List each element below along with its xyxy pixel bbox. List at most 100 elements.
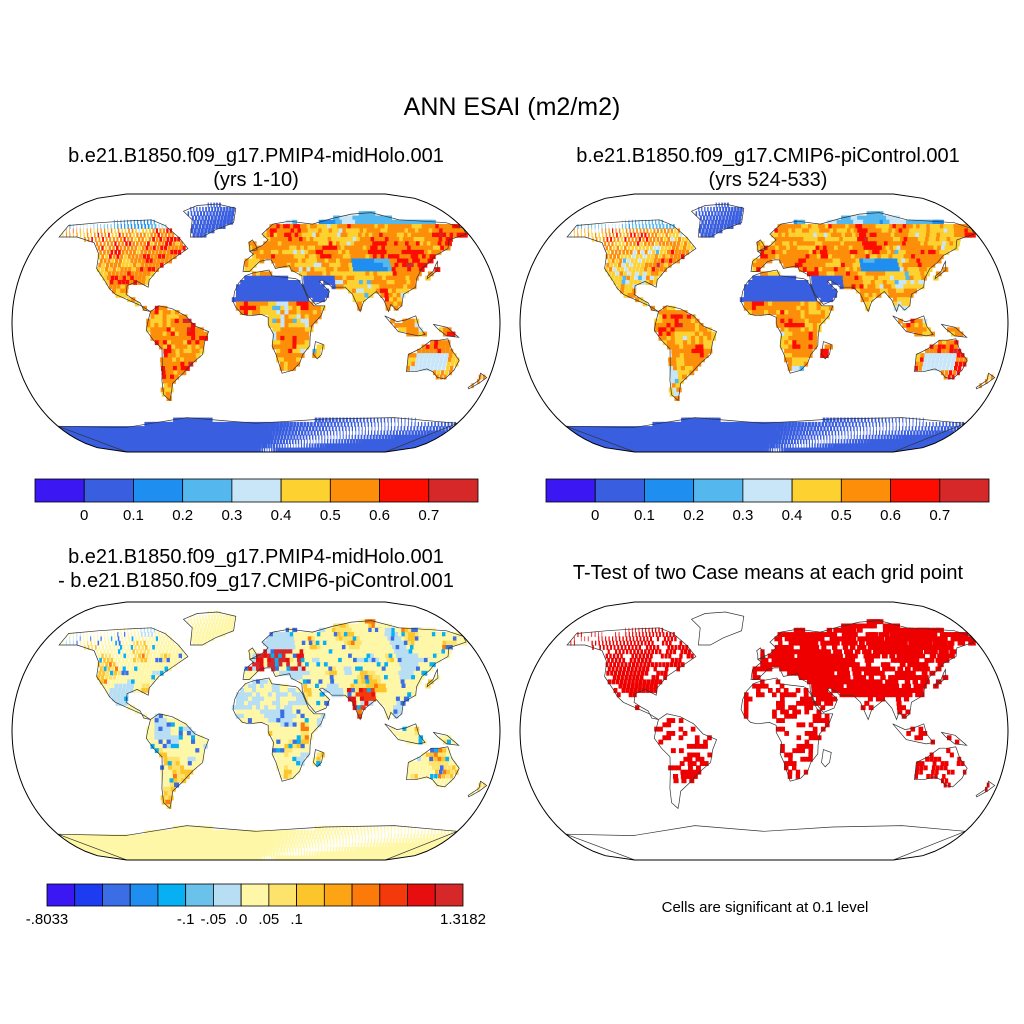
grid-cell <box>841 430 843 436</box>
grid-cell <box>843 417 846 423</box>
grid-cell <box>837 262 843 268</box>
grid-cell <box>444 353 449 358</box>
grid-cell <box>327 434 329 440</box>
grid-cell <box>383 439 389 444</box>
grid-cell <box>824 348 829 354</box>
grid-cell <box>626 249 629 255</box>
grid-cell <box>163 383 169 389</box>
grid-cell <box>397 258 403 264</box>
grid-cell <box>174 245 179 251</box>
grid-cell <box>880 439 885 444</box>
grid-cell <box>310 224 316 229</box>
grid-cell <box>419 258 426 264</box>
grid-cell <box>660 237 663 242</box>
grid-cell <box>792 344 797 350</box>
grid-cell <box>296 288 301 294</box>
grid-cell <box>804 421 808 427</box>
grid-cell <box>661 219 664 225</box>
grid-cell <box>161 421 168 427</box>
grid-cell <box>284 292 289 298</box>
grid-cell <box>169 254 173 260</box>
grid-cell <box>784 348 789 354</box>
grid-cell <box>820 254 826 260</box>
grid-cell <box>368 267 374 272</box>
grid-cell <box>707 331 712 337</box>
grid-cell <box>770 430 774 436</box>
grid-cell <box>268 447 270 452</box>
grid-cell <box>280 314 286 320</box>
grid-cell <box>299 271 304 277</box>
grid-cell <box>418 331 423 337</box>
grid-cell <box>193 426 199 432</box>
grid-cell <box>86 224 88 229</box>
grid-cell <box>784 228 790 234</box>
grid-cell <box>654 271 659 277</box>
grid-cell <box>764 254 769 260</box>
grid-cell <box>105 237 108 242</box>
grid-cell <box>288 340 293 346</box>
grid-cell <box>836 417 840 423</box>
grid-cell <box>622 275 627 281</box>
grid-cell <box>150 323 155 328</box>
grid-cell <box>760 258 765 264</box>
grid-cell <box>107 228 109 234</box>
grid-cell <box>902 421 904 427</box>
grid-cell <box>76 228 78 234</box>
grid-cell <box>258 443 262 449</box>
grid-cell <box>796 348 801 354</box>
grid-cell <box>717 211 720 217</box>
grid-cell <box>312 310 318 315</box>
grid-cell <box>682 335 688 341</box>
grid-cell <box>788 353 793 358</box>
grid-cell <box>792 357 797 363</box>
grid-cell <box>879 426 881 432</box>
grid-cell <box>720 421 725 427</box>
grid-cell <box>270 245 276 251</box>
grid-cell <box>154 305 160 311</box>
grid-cell <box>349 215 356 221</box>
grid-cell <box>875 284 881 290</box>
grid-cell <box>269 421 274 427</box>
grid-cell <box>129 280 134 285</box>
grid-cell <box>361 426 363 432</box>
grid-cell <box>339 280 345 285</box>
grid-cell <box>121 241 124 247</box>
grid-cell <box>691 353 697 358</box>
grid-cell <box>239 301 245 307</box>
grid-cell <box>796 353 801 358</box>
grid-cell <box>666 335 672 341</box>
grid-cell <box>302 237 308 242</box>
grid-cell <box>217 430 223 436</box>
grid-cell <box>931 434 936 440</box>
grid-cell <box>113 219 115 225</box>
grid-cell <box>263 271 269 277</box>
grid-cell <box>360 267 366 272</box>
grid-cell <box>668 426 675 432</box>
grid-cell <box>804 224 810 229</box>
grid-cell <box>688 357 693 363</box>
grid-cell <box>331 254 337 260</box>
grid-cell <box>658 219 660 225</box>
grid-cell <box>824 310 830 315</box>
grid-cell <box>891 284 897 290</box>
grid-cell <box>899 421 900 427</box>
grid-cell <box>140 219 142 225</box>
grid-cell <box>218 224 223 229</box>
grid-cell <box>931 241 938 247</box>
grid-cell <box>130 237 133 242</box>
grid-cell <box>264 301 269 307</box>
grid-cell <box>341 426 344 432</box>
grid-cell <box>278 443 281 449</box>
grid-cell <box>837 439 840 444</box>
grid-cell <box>800 357 805 363</box>
grid-cell <box>248 258 253 264</box>
grid-cell <box>638 224 641 229</box>
grid-cell <box>698 206 700 212</box>
grid-cell <box>146 254 150 260</box>
grid-cell <box>669 391 676 397</box>
grid-cell <box>775 271 781 277</box>
grid-cell <box>350 275 356 281</box>
grid-cell <box>832 439 834 444</box>
grid-cell <box>933 344 938 350</box>
grid-cell <box>117 262 121 268</box>
